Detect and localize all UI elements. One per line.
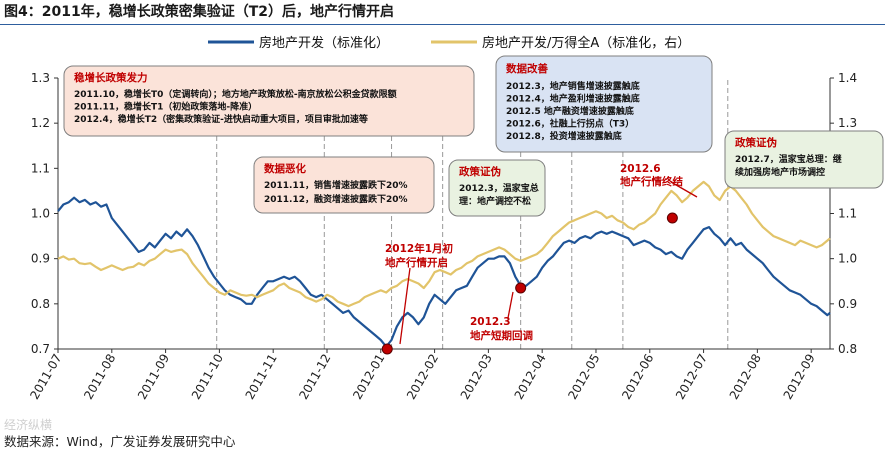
left-tick-label-6: 1.3 (31, 71, 50, 85)
x-tick-label-11: 2012-06 (619, 352, 656, 402)
right-axis: 0.80.91.01.11.21.31.4 (829, 71, 857, 356)
annotation-box1-line-2: 2011.11，稳增长T1（初始政策落地-降准） (74, 101, 257, 113)
right-tick-label-5: 1.3 (838, 116, 857, 130)
annotation-box4-line-1: 2012.3，地产销售增速披露触底 (506, 80, 640, 92)
annotation-box5-frame (724, 130, 884, 189)
x-tick-label-8: 2012-03 (458, 352, 495, 402)
left-tick-label-3: 1.0 (31, 207, 50, 221)
annotation-box2-title: 数据恶化 (263, 162, 306, 175)
legend-label-series-1: 房地产开发（标准化） (259, 35, 389, 51)
x-tick-label-12: 2012-07 (673, 352, 710, 402)
annotation-box4-line-3: 2012.5 地产融资增速披露触底 (506, 105, 634, 117)
x-tick-label-0: 2011-07 (27, 352, 64, 402)
annotation-box1-title: 稳增长政策发力 (74, 71, 148, 84)
annotation-box2-frame (253, 156, 435, 214)
x-tick-label-1: 2011-08 (81, 352, 118, 402)
x-tick-label-2: 2011-09 (135, 352, 172, 402)
marked-point-1 (381, 343, 393, 355)
source-note: 数据来源：Wind，广发证券发展研究中心 (4, 434, 236, 449)
left-tick-label-4: 1.1 (31, 161, 50, 175)
chart-title: 图4：2011年，稳增长政策密集验证（T2）后，地产行情开启 (4, 4, 394, 20)
annotation-box5-line-2: 续加强房地产市场调控 (735, 166, 825, 178)
annotation-box3-frame (448, 159, 546, 217)
x-tick-label-7: 2012-02 (404, 352, 441, 402)
series-line-1 (57, 196, 831, 348)
right-tick-label-1: 0.9 (838, 297, 857, 311)
annotation-box4: 数据改善2012.3，地产销售增速披露触底2012.4，地产盈利增速披露触底20… (495, 55, 713, 153)
annotation-box5-title: 政策证伪 (735, 136, 777, 149)
left-tick-label-2: 0.9 (31, 252, 50, 266)
x-tick-label-4: 2011-11 (243, 352, 280, 402)
title-divider (0, 24, 885, 25)
x-tick-label-14: 2012-09 (781, 352, 818, 402)
left-tick-label-0: 0.7 (31, 342, 50, 356)
series-line-2 (57, 180, 831, 308)
left-axis: 0.7 0.8 0.9 1.0 1.1 1.2 1.3 (31, 71, 59, 356)
annotation-box2-line-1: 2011.11，销售增速披露跌下20% (264, 179, 408, 191)
annotation-box3-title: 政策证伪 (459, 165, 501, 178)
marked-point-2 (515, 282, 527, 294)
event-arrow-e1 (399, 267, 411, 345)
right-tick-label-2: 1.0 (838, 252, 857, 266)
x-tick-label-6: 2012-01 (350, 352, 387, 402)
event-label-e3-line-1: 2012.6 (620, 163, 661, 175)
x-tick-label-10: 2012-05 (565, 352, 602, 402)
event-label-e1-line-1: 2012年1月初 (385, 242, 453, 255)
marked-points (381, 212, 678, 355)
legend-label-series-2: 房地产开发/万得全A（标准化，右） (482, 35, 690, 51)
annotation-box4-line-2: 2012.4，地产盈利增速披露触底 (506, 93, 640, 105)
x-axis: 2011-07 2011-08 2011-09 2011-10 2011-11 2011-… (27, 348, 830, 402)
left-tick-label-1: 0.8 (31, 297, 50, 311)
annotation-box3: 政策证伪 2012.3，温家宝总理：地产调控不松 (448, 159, 546, 217)
watermark: 经济纵横 (4, 418, 53, 432)
marked-point-3 (666, 212, 678, 224)
event-label-e2-line-1: 2012.3 (470, 316, 511, 328)
annotation-box2-line-2: 2011.12，融资增速披露跌下20% (264, 193, 408, 205)
legend: 房地产开发（标准化） 房地产开发/万得全A（标准化，右） (208, 35, 690, 51)
annotation-box4-line-4: 2012.6，社融上行拐点（T3） (506, 118, 634, 130)
annotation-box3-line-2: 理：地产调控不松 (459, 195, 531, 207)
right-tick-label-6: 1.4 (838, 71, 857, 85)
annotation-box4-frame (495, 55, 713, 153)
x-tick-label-3: 2011-10 (189, 352, 226, 402)
x-tick-label-5: 2011-12 (296, 352, 333, 402)
annotation-box1-line-1: 2011.10，稳增长T0（定调转向）；地方地产政策放松-南京放松公积金贷款限额 (74, 88, 397, 100)
event-arrow-e2 (507, 291, 514, 319)
left-tick-label-5: 1.2 (31, 116, 50, 130)
right-tick-label-0: 0.8 (838, 342, 857, 356)
right-tick-label-3: 1.1 (838, 207, 857, 221)
annotation-box1-frame (63, 65, 475, 137)
event-label-e1-line-2: 地产行情开启 (385, 256, 448, 269)
annotation-box4-line-5: 2012.8，投资增速披露触底 (506, 130, 622, 142)
series-layer (57, 180, 831, 348)
annotation-box1-line-3: 2012.4，稳增长T2（密集政策验证-进快启动重大项目，项目审批加速等 (74, 113, 368, 125)
annotation-box5-line-1: 2012.7，温家宝总理：继 (735, 153, 842, 165)
event-label-e2-line-2: 地产短期回调 (470, 329, 533, 342)
event-label-e3-line-2: 地产行情终结 (620, 175, 683, 188)
annotation-box1: 稳增长政策发力 2011.10，稳增长T0（定调转向）；地方地产政策放松-南京放松… (63, 65, 475, 137)
annotation-box3-line-1: 2012.3，温家宝总 (459, 182, 539, 194)
event-arrow-e3 (670, 181, 698, 198)
annotation-box2: 数据恶化 2011.11，销售增速披露跌下20% 2011.12，融资增速披露跌下2… (253, 156, 435, 214)
annotation-box4-title: 数据改善 (505, 62, 548, 75)
x-tick-label-9: 2012-04 (512, 352, 549, 402)
annotation-layer: 稳增长政策发力 2011.10，稳增长T0（定调转向）；地方地产政策放松-南京放松… (63, 55, 884, 345)
x-tick-label-13: 2012-08 (727, 352, 764, 402)
